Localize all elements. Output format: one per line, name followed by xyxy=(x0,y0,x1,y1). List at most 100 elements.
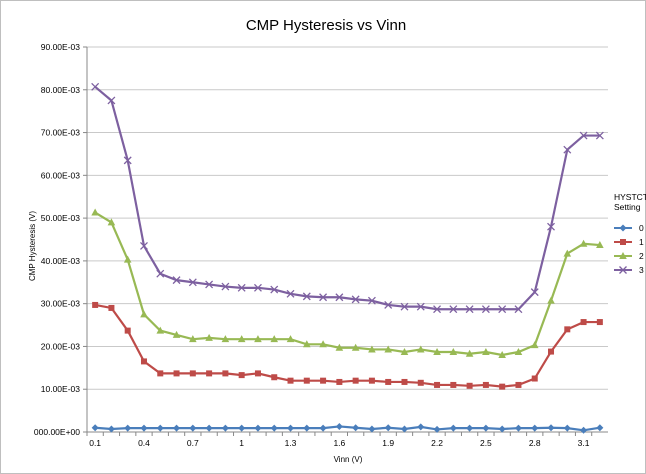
data-point xyxy=(123,255,132,263)
y-axis-title: CMP Hysteresis (V) xyxy=(28,211,37,281)
x-tick-label: 1 xyxy=(239,438,244,448)
series-line xyxy=(94,85,600,311)
series-layer xyxy=(91,82,604,434)
data-point xyxy=(206,370,213,377)
x-axis-title: Vinn (V) xyxy=(334,455,363,464)
data-point xyxy=(531,424,539,432)
data-point xyxy=(384,300,393,309)
data-point xyxy=(287,424,295,432)
data-point xyxy=(319,424,327,432)
legend-label: 0 xyxy=(639,223,644,233)
legend-item: 1 xyxy=(614,237,644,247)
legend-title: HYSTCTR xyxy=(614,192,646,202)
data-point xyxy=(579,239,588,247)
data-point-stroke xyxy=(465,305,474,314)
legend: HYSTCTRSetting 0 1 2 3 xyxy=(614,192,646,275)
data-point-stroke xyxy=(172,276,181,285)
x-tick-label: 3.1 xyxy=(578,438,590,448)
data-point xyxy=(482,424,490,432)
data-point-stroke xyxy=(433,305,442,314)
data-point xyxy=(319,340,327,348)
data-point xyxy=(450,381,457,388)
data-point xyxy=(238,372,245,379)
x-tick-label: 0.1 xyxy=(89,438,101,448)
data-point xyxy=(547,424,555,432)
data-point xyxy=(302,292,311,301)
chart-title: CMP Hysteresis vs Vinn xyxy=(246,17,406,34)
data-point-stroke xyxy=(416,302,425,311)
x-tick-label: 0.4 xyxy=(138,438,150,448)
data-point xyxy=(287,377,294,384)
data-point xyxy=(466,382,473,389)
y-axis-ticks: 000.00E+00 10.00E-03 20.00E-03 30.00E-03 40.… xyxy=(34,42,87,437)
series-1 xyxy=(92,301,603,390)
data-point xyxy=(351,295,360,304)
data-point-stroke xyxy=(302,292,311,301)
y-tick-label: 30.00E-03 xyxy=(41,299,80,309)
data-point xyxy=(270,424,278,432)
data-point xyxy=(384,424,392,432)
data-point-stroke xyxy=(384,300,393,309)
data-point-stroke xyxy=(481,305,490,314)
data-point xyxy=(449,305,458,314)
data-point xyxy=(302,340,311,348)
legend-label: 3 xyxy=(639,265,644,275)
data-point-stroke xyxy=(498,305,507,314)
data-point xyxy=(466,424,474,432)
data-point xyxy=(303,424,311,432)
data-point xyxy=(498,305,507,314)
x-tick-label: 2.5 xyxy=(480,438,492,448)
data-point xyxy=(385,378,392,385)
data-point xyxy=(619,252,627,259)
data-point xyxy=(368,425,376,433)
x-tick-label: 1.3 xyxy=(285,438,297,448)
data-point xyxy=(254,370,261,377)
data-point xyxy=(400,425,408,433)
data-point xyxy=(157,370,164,377)
data-point xyxy=(433,305,442,314)
data-point xyxy=(205,280,214,289)
data-point xyxy=(384,345,393,353)
data-point-stroke xyxy=(514,305,523,314)
data-point xyxy=(237,283,246,292)
data-point-stroke xyxy=(530,288,539,297)
data-point xyxy=(580,426,588,434)
data-point xyxy=(351,343,360,351)
data-point xyxy=(564,326,571,333)
data-point xyxy=(530,341,539,349)
data-point-stroke xyxy=(237,283,246,292)
x-axis-ticks: 0.1 0.4 0.7 1 1.3 1.6 1.9 2.2 2.5 2.8 3.1 xyxy=(86,432,593,448)
data-point xyxy=(254,424,262,432)
data-point xyxy=(481,305,490,314)
data-point xyxy=(303,377,310,384)
data-point-stroke xyxy=(221,282,230,291)
data-point-stroke xyxy=(107,96,116,105)
y-tick-label: 40.00E-03 xyxy=(41,256,80,266)
y-tick-label: 000.00E+00 xyxy=(34,427,80,437)
data-point xyxy=(173,424,181,432)
data-point xyxy=(515,381,522,388)
data-point-stroke xyxy=(367,296,376,305)
data-point xyxy=(416,302,425,311)
data-point xyxy=(417,379,424,386)
series-2 xyxy=(91,208,604,358)
data-point xyxy=(237,335,246,343)
data-point xyxy=(189,335,197,343)
y-tick-label: 50.00E-03 xyxy=(41,213,80,223)
data-point xyxy=(548,348,555,355)
data-point-stroke xyxy=(205,280,214,289)
legend-label: 1 xyxy=(639,237,644,247)
data-point xyxy=(563,249,572,257)
data-point xyxy=(401,378,408,385)
data-point-stroke xyxy=(123,156,132,165)
data-point xyxy=(254,335,262,343)
data-point xyxy=(619,224,627,232)
series-3 xyxy=(91,82,604,314)
data-point xyxy=(140,358,147,365)
data-point xyxy=(172,276,181,285)
data-point xyxy=(91,208,99,216)
data-point xyxy=(188,278,197,287)
data-point xyxy=(286,289,295,298)
data-point xyxy=(465,349,474,357)
